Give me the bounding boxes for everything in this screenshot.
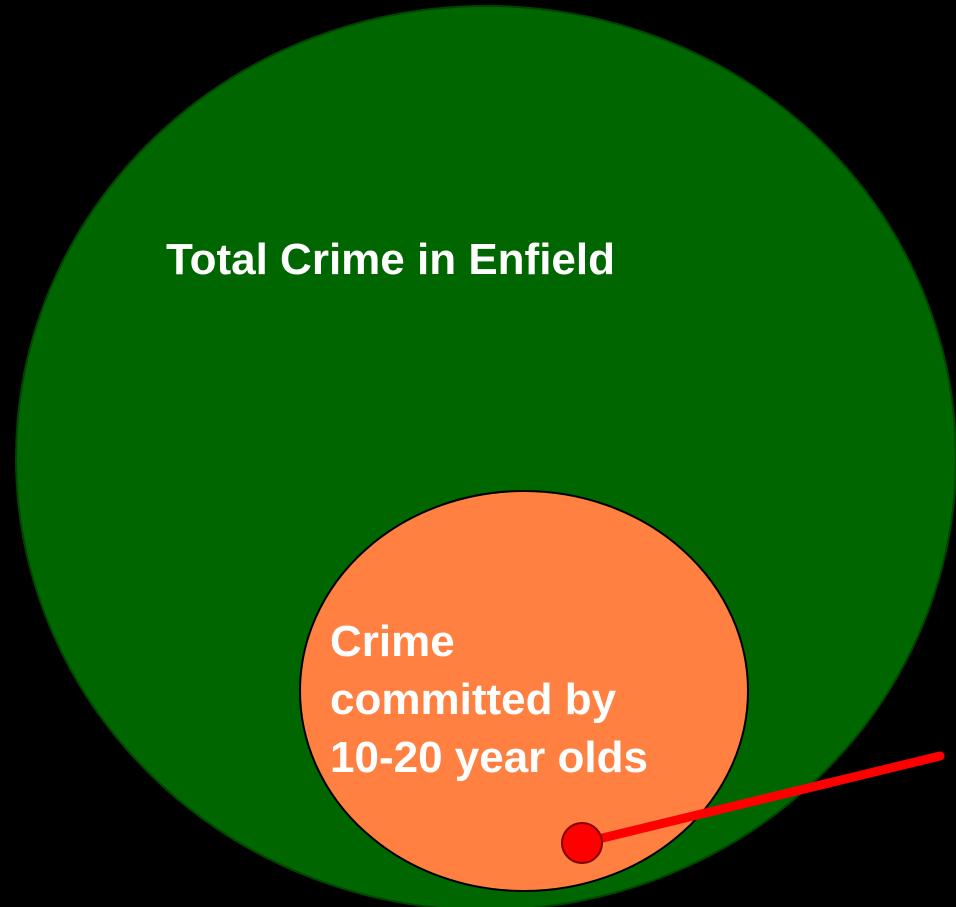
inner-label-line: 10-20 year olds (330, 733, 648, 782)
pointer-line (577, 751, 945, 848)
inner-circle (299, 490, 749, 892)
inner-label-line: committed by (330, 675, 617, 724)
outer-label: Total Crime in Enfield (166, 235, 615, 284)
pointer-dot (561, 822, 603, 864)
inner-label-line: Crime (330, 617, 455, 666)
